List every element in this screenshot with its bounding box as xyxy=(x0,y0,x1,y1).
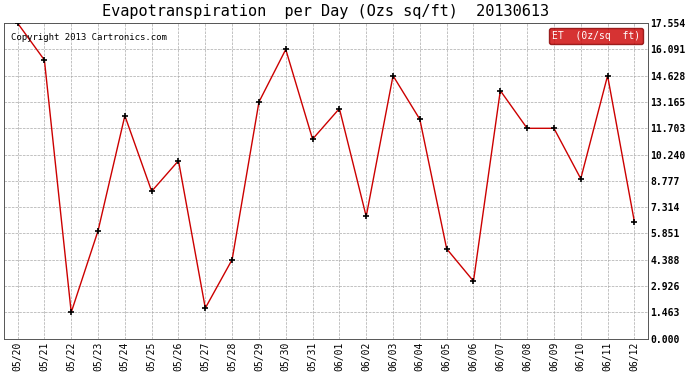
Text: Copyright 2013 Cartronics.com: Copyright 2013 Cartronics.com xyxy=(10,33,166,42)
Legend: ET  (0z/sq  ft): ET (0z/sq ft) xyxy=(549,28,643,44)
Title: Evapotranspiration  per Day (Ozs sq/ft)  20130613: Evapotranspiration per Day (Ozs sq/ft) 2… xyxy=(102,4,549,19)
